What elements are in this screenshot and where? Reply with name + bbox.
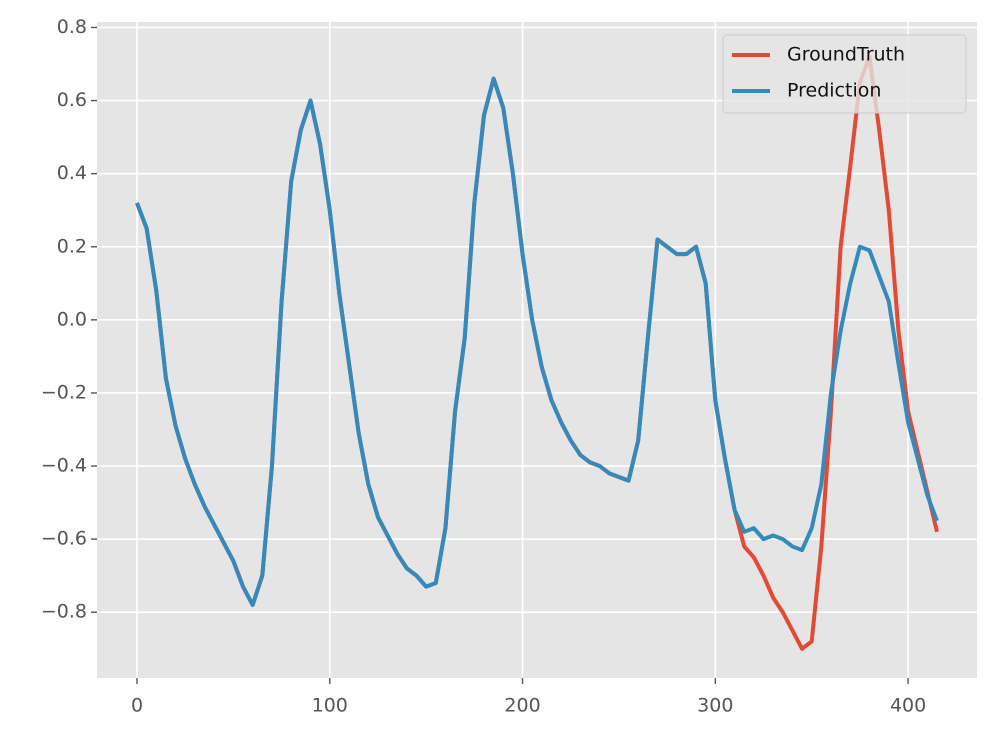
axes: −0.8 −0.6 −0.4 −0.2 0.0 0.2 0.4 0.6 0.8 0 100 200 30… [41,16,926,717]
legend-label: Prediction [787,80,881,102]
x-tick-label: 300 [697,695,733,717]
y-tick-label: −0.6 [41,528,87,550]
legend-box [722,34,967,114]
y-tick-label: 0.8 [57,16,87,38]
y-tick-label: −0.4 [41,455,87,477]
lines [135,54,939,651]
legend-label: GroundTruth [787,44,905,66]
x-tick-label: 400 [890,695,926,717]
grid [97,22,977,678]
y-tick-label: 0.4 [57,162,87,184]
y-tick-label: 0.6 [57,89,87,111]
x-tick-label: 100 [312,695,348,717]
y-tick-label: 0.2 [57,235,87,257]
y-tick-label: 0.0 [57,308,87,330]
x-tick-label: 0 [131,695,143,717]
legend: GroundTruth Prediction [722,34,967,114]
x-tick-label: 200 [504,695,540,717]
y-tick-label: −0.2 [41,381,87,403]
series-line [135,76,939,607]
y-tick-label: −0.8 [41,601,87,623]
